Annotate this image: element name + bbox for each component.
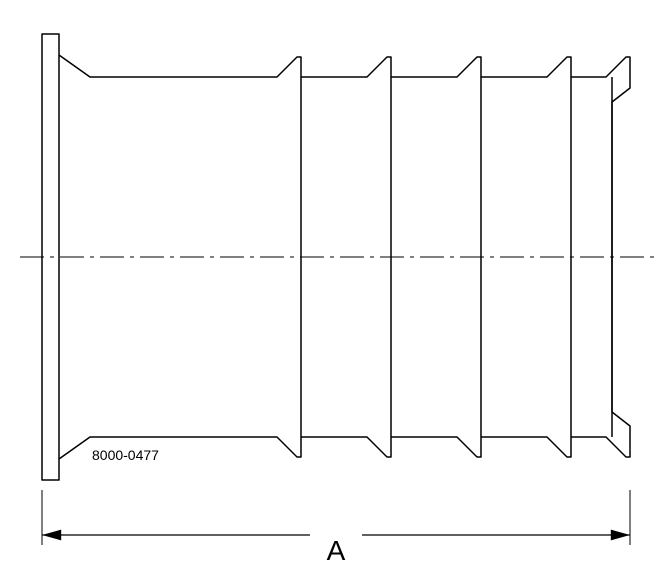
part-number: 8000-0477 [92, 447, 159, 463]
dimension-label: A [327, 535, 346, 566]
fitting-diagram: 8000-0477 A [0, 0, 660, 580]
arrow-right-icon [611, 530, 630, 541]
arrow-left-icon [42, 530, 61, 541]
